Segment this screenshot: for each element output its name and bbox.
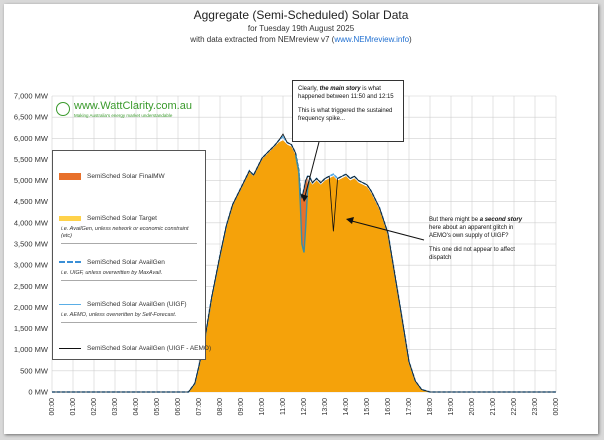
source-prefix: with data extracted from NEMreview v7 ( (190, 35, 335, 44)
callout-main-line1: Clearly, the main story is what happened… (298, 86, 394, 100)
legend-note: i.e. AvailGen, unless network or economi… (61, 226, 197, 244)
legend-label: SemiSched Solar Target (87, 214, 157, 222)
chart-subtitle: for Tuesday 19th August 2025 (247, 24, 355, 33)
logo-name: www.WattClarity.com.au (74, 100, 192, 112)
y-tick-label: 2,000 MW (14, 303, 49, 312)
series-uigf-aemo-line (52, 133, 556, 393)
y-tick-label: 3,000 MW (14, 261, 49, 270)
x-tick-label: 10:00 (259, 398, 266, 416)
y-tick-label: 2,500 MW (14, 282, 49, 291)
legend-swatch-uigf (59, 303, 81, 305)
x-tick-label: 15:00 (364, 398, 371, 416)
x-tick-label: 07:00 (196, 398, 203, 416)
legend-swatch-finalmw (59, 172, 81, 180)
callout-main-line2: This is what triggered the sustained fre… (298, 108, 393, 122)
legend-item-finalmw: SemiSched Solar FinalMW (59, 171, 201, 181)
chart-titles: Aggregate (Semi-Scheduled) Solar Data fo… (4, 8, 598, 45)
arrow-second-story (347, 219, 425, 241)
callout-main-story: Clearly, the main story is what happened… (292, 80, 404, 142)
x-tick-label: 23:00 (532, 398, 539, 416)
x-tick-label: 22:00 (511, 398, 518, 416)
callout-second-line2: This one did not appear to affect dispat… (429, 247, 515, 261)
x-tick-label: 01:00 (70, 398, 77, 416)
legend-item-target: SemiSched Solar Target i.e. AvailGen, un… (59, 213, 201, 244)
y-tick-label: 6,500 MW (14, 113, 49, 122)
legend-swatch-uigf-aemo (59, 347, 81, 349)
x-tick-label: 17:00 (406, 398, 413, 416)
callout-second-line1: But there might be a second story here a… (429, 217, 523, 239)
y-tick-label: 500 MW (20, 366, 49, 375)
x-tick-label: 08:00 (217, 398, 224, 416)
y-tick-label: 7,000 MW (14, 92, 49, 101)
source-link[interactable]: www.NEMreview.info (334, 35, 410, 44)
chart-title: Aggregate (Semi-Scheduled) Solar Data (193, 8, 409, 22)
x-tick-label: 13:00 (322, 398, 329, 416)
x-tick-label: 04:00 (133, 398, 140, 416)
x-tick-label: 00:00 (553, 398, 560, 416)
x-tick-label: 14:00 (343, 398, 350, 416)
x-tick-label: 21:00 (490, 398, 497, 416)
legend-note: i.e. UIGF, unless overwritten by MaxAvai… (61, 270, 197, 281)
legend-item-availgen: SemiSched Solar AvailGen i.e. UIGF, unle… (59, 257, 201, 281)
series-finalmw-dip-line (294, 155, 310, 253)
legend-label: SemiSched Solar AvailGen (UIGF) (87, 300, 187, 308)
axis-labels: 0 MW 500 MW 1,000 MW 1,500 MW 2,000 MW 2,500 … (14, 92, 560, 416)
x-tick-label: 19:00 (448, 398, 455, 416)
arrow-main-story (303, 141, 320, 201)
y-tick-label: 0 MW (28, 388, 49, 397)
y-tick-label: 4,000 MW (14, 218, 49, 227)
x-tick-label: 12:00 (301, 398, 308, 416)
series-layer (52, 133, 556, 393)
lightbulb-icon (56, 102, 70, 116)
y-tick-label: 6,000 MW (14, 134, 49, 143)
legend-swatch-availgen (59, 261, 81, 263)
x-tick-label: 18:00 (427, 398, 434, 416)
y-tick-label: 3,500 MW (14, 240, 49, 249)
series-target-area (52, 140, 556, 392)
y-tick-label: 5,500 MW (14, 155, 49, 164)
x-tick-label: 06:00 (175, 398, 182, 416)
chart-source: with data extracted from NEMreview v7 (w… (4, 34, 598, 45)
x-tick-label: 02:00 (91, 398, 98, 416)
x-tick-label: 20:00 (469, 398, 476, 416)
callout-second-story: But there might be a second story here a… (424, 212, 540, 270)
legend-note: i.e. AEMO, unless overwritten by Self-Fo… (61, 312, 197, 323)
chart-frame: 0 MW 500 MW 1,000 MW 1,500 MW 2,000 MW 2,500 … (4, 4, 598, 434)
x-tick-label: 11:00 (280, 398, 287, 415)
arrowhead-main-story (301, 194, 308, 202)
arrowhead-second-story (346, 217, 354, 224)
y-tick-label: 4,500 MW (14, 197, 49, 206)
legend-item-uigf: SemiSched Solar AvailGen (UIGF) i.e. AEM… (59, 299, 201, 323)
chart-legend: SemiSched Solar FinalMW SemiSched Solar … (52, 150, 211, 360)
x-tick-label: 00:00 (49, 398, 56, 416)
y-tick-label: 5,000 MW (14, 176, 49, 185)
legend-label: SemiSched Solar FinalMW (87, 172, 165, 180)
wattclarity-logo: www.WattClarity.com.au Making Australia'… (56, 100, 206, 124)
legend-item-uigf-aemo: SemiSched Solar AvailGen (UIGF - AEMO) (59, 343, 211, 353)
legend-swatch-target (59, 215, 81, 221)
series-finalmw-gap (298, 170, 308, 253)
logo-tagline: Making Australia's energy market underst… (74, 113, 173, 118)
callout-arrows (301, 141, 425, 241)
legend-label: SemiSched Solar AvailGen (87, 258, 165, 266)
x-tick-label: 03:00 (112, 398, 119, 416)
y-tick-label: 1,000 MW (14, 345, 49, 354)
x-tick-label: 09:00 (238, 398, 245, 416)
source-suffix: ) (409, 35, 412, 44)
y-tick-label: 1,500 MW (14, 324, 49, 333)
legend-label: SemiSched Solar AvailGen (UIGF - AEMO) (87, 344, 212, 352)
x-tick-label: 05:00 (154, 398, 161, 416)
x-tick-label: 16:00 (385, 398, 392, 416)
